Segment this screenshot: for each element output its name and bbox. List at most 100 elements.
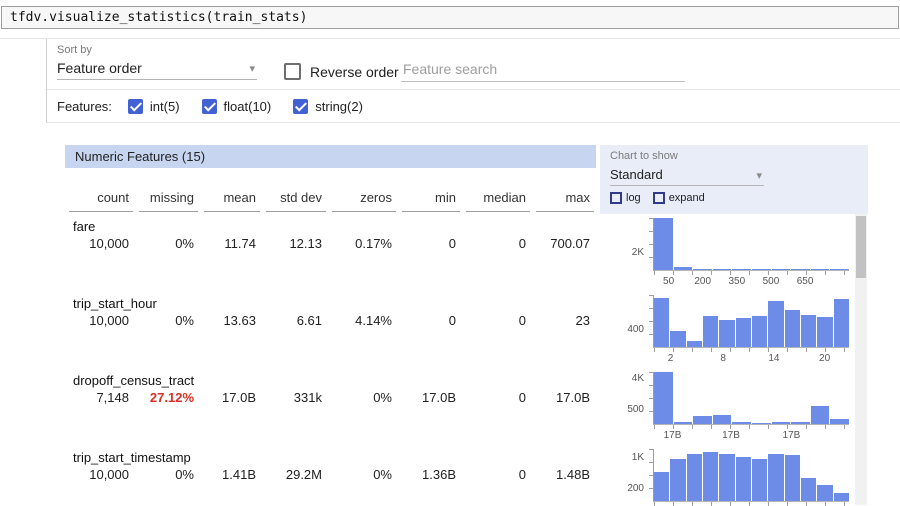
histogram-bar bbox=[751, 269, 771, 270]
y-axis-label: 4K bbox=[631, 373, 644, 385]
chart-option-label: expand bbox=[668, 192, 705, 204]
column-header: std dev bbox=[266, 190, 326, 212]
stat-values: 10,000 0% 11.74 12.13 0.17% 0 0 700.07 bbox=[65, 236, 596, 251]
stat-value: 12.13 bbox=[289, 236, 322, 251]
scrollbar[interactable] bbox=[855, 214, 867, 505]
code-cell[interactable]: tfdv.visualize_statistics(train_stats) bbox=[1, 6, 899, 29]
feature-name: dropoff_census_tract bbox=[73, 373, 195, 388]
feature-type-label: string(2) bbox=[315, 98, 363, 114]
sort-by-select[interactable]: Feature order ▾ bbox=[57, 56, 257, 80]
histogram-bar bbox=[719, 454, 735, 501]
column-header: count bbox=[69, 190, 133, 212]
histogram-bar bbox=[751, 459, 768, 501]
chart-option-label: log bbox=[626, 192, 641, 204]
statistics-widget: Numeric Features (15) count missing mean st… bbox=[65, 145, 880, 506]
histogram-bar bbox=[784, 310, 800, 347]
feature-type-checkbox[interactable]: float(10) bbox=[201, 98, 272, 114]
histogram-bar bbox=[654, 372, 673, 424]
stat-value: 17.0B bbox=[556, 390, 590, 405]
histogram-bar bbox=[693, 269, 712, 270]
x-axis-labels: 17B 17B 17B bbox=[653, 430, 848, 444]
sort-by-value: Feature order bbox=[57, 60, 142, 76]
histogram-bar bbox=[830, 269, 849, 270]
feature-stats: trip_start_hour 10,000 0% 13.63 6.61 4.14% 0 0 2… bbox=[65, 293, 596, 370]
x-axis-labels: 50 200 350 500 650 bbox=[653, 276, 848, 290]
histogram-bar bbox=[686, 341, 702, 347]
checkbox-icon bbox=[293, 98, 309, 114]
checkbox-icon bbox=[284, 63, 301, 80]
histogram-bar bbox=[735, 318, 751, 347]
histogram-chart[interactable]: 1K 200 bbox=[596, 447, 868, 506]
stat-value: 0% bbox=[373, 467, 392, 482]
feature-search-input[interactable] bbox=[401, 57, 685, 82]
column-header: zeros bbox=[332, 190, 396, 212]
divider bbox=[0, 38, 900, 39]
feature-name: trip_start_hour bbox=[73, 296, 157, 311]
histogram-bar bbox=[670, 331, 686, 347]
stat-value: 13.63 bbox=[223, 313, 256, 328]
stat-value: 23 bbox=[575, 313, 590, 328]
stat-value: 0 bbox=[448, 236, 456, 251]
y-axis-label: 400 bbox=[627, 323, 644, 335]
histogram-bar bbox=[654, 472, 670, 501]
histogram-bars bbox=[649, 295, 849, 352]
stat-value: 10,000 bbox=[89, 313, 129, 328]
histogram-bar bbox=[673, 267, 693, 270]
histogram-bar bbox=[673, 422, 693, 424]
histogram-bar bbox=[702, 316, 719, 347]
feature-chart-cell: 400 2 8 14 20 bbox=[596, 293, 868, 370]
histogram-bar bbox=[833, 299, 849, 347]
column-header: median bbox=[466, 190, 530, 212]
x-axis-label: 17B bbox=[722, 430, 740, 441]
controls-panel: Sort by Feature order ▾ Reverse order Fe… bbox=[46, 39, 900, 123]
stat-value: 11.74 bbox=[224, 236, 256, 251]
histogram-bar bbox=[810, 269, 830, 270]
checkbox-icon bbox=[610, 192, 622, 204]
stat-value: 1.41B bbox=[222, 467, 256, 482]
stat-value: 0% bbox=[373, 390, 392, 405]
stat-value: 29.2M bbox=[285, 467, 322, 482]
chart-controls: Chart to show Standard ▾ log expand bbox=[600, 145, 868, 214]
code-text: tfdv.visualize_statistics(train_stats) bbox=[10, 10, 308, 25]
table-title: Numeric Features (15) bbox=[65, 145, 596, 168]
feature-type-checkbox[interactable]: string(2) bbox=[293, 98, 363, 114]
chart-option-checkbox[interactable]: expand bbox=[652, 192, 705, 204]
dropdown-arrow-icon: ▾ bbox=[756, 170, 762, 182]
chart-to-show-label: Chart to show bbox=[610, 150, 678, 162]
x-axis-label: 17B bbox=[663, 430, 682, 441]
x-axis-label: 17B bbox=[782, 430, 801, 441]
scrollbar-thumb[interactable] bbox=[856, 216, 866, 278]
chart-type-select[interactable]: Standard ▾ bbox=[610, 163, 764, 186]
stat-value: 700.07 bbox=[550, 236, 590, 251]
histogram-bar bbox=[830, 419, 849, 424]
stat-values: 10,000 0% 1.41B 29.2M 0% 1.36B 0 1.48B bbox=[65, 467, 596, 482]
table-row: trip_start_hour 10,000 0% 13.63 6.61 4.14% 0 0 2… bbox=[65, 293, 868, 370]
stat-value: 0 bbox=[448, 313, 456, 328]
histogram-chart[interactable]: 4K 500 17B 17B 17B bbox=[596, 370, 868, 447]
x-axis-label: 8 bbox=[720, 353, 726, 364]
feature-name: trip_start_timestamp bbox=[73, 450, 191, 465]
table-header-area: Numeric Features (15) count missing mean st… bbox=[65, 145, 596, 214]
histogram-bar bbox=[751, 316, 768, 347]
histogram-bar bbox=[702, 452, 719, 501]
x-axis-labels: 2 8 14 20 bbox=[653, 353, 848, 367]
x-axis-label: 14 bbox=[768, 353, 780, 364]
chart-option-checkbox[interactable]: log bbox=[610, 192, 641, 204]
histogram-bar bbox=[771, 269, 791, 270]
sort-by-group: Sort by Feature order ▾ bbox=[57, 44, 257, 80]
histogram-bar bbox=[817, 485, 833, 501]
histogram-bar bbox=[817, 317, 833, 347]
reverse-order-checkbox[interactable]: Reverse order bbox=[284, 63, 399, 80]
stat-value: 7,148 bbox=[96, 390, 129, 405]
feature-type-label: float(10) bbox=[223, 98, 272, 114]
feature-type-checkbox[interactable]: int(5) bbox=[127, 98, 180, 114]
histogram-chart[interactable]: 400 2 8 14 20 bbox=[596, 293, 868, 370]
histogram-bar bbox=[791, 422, 810, 424]
stat-value: 1.48B bbox=[556, 467, 590, 482]
feature-chart-cell: 1K 200 bbox=[596, 447, 868, 506]
y-axis-label: 2K bbox=[631, 246, 644, 258]
histogram-chart[interactable]: 2K 50 200 350 500 650 bbox=[596, 216, 868, 293]
column-header: min bbox=[402, 190, 460, 212]
histogram-bar bbox=[712, 415, 732, 424]
feature-type-label: int(5) bbox=[149, 98, 180, 114]
